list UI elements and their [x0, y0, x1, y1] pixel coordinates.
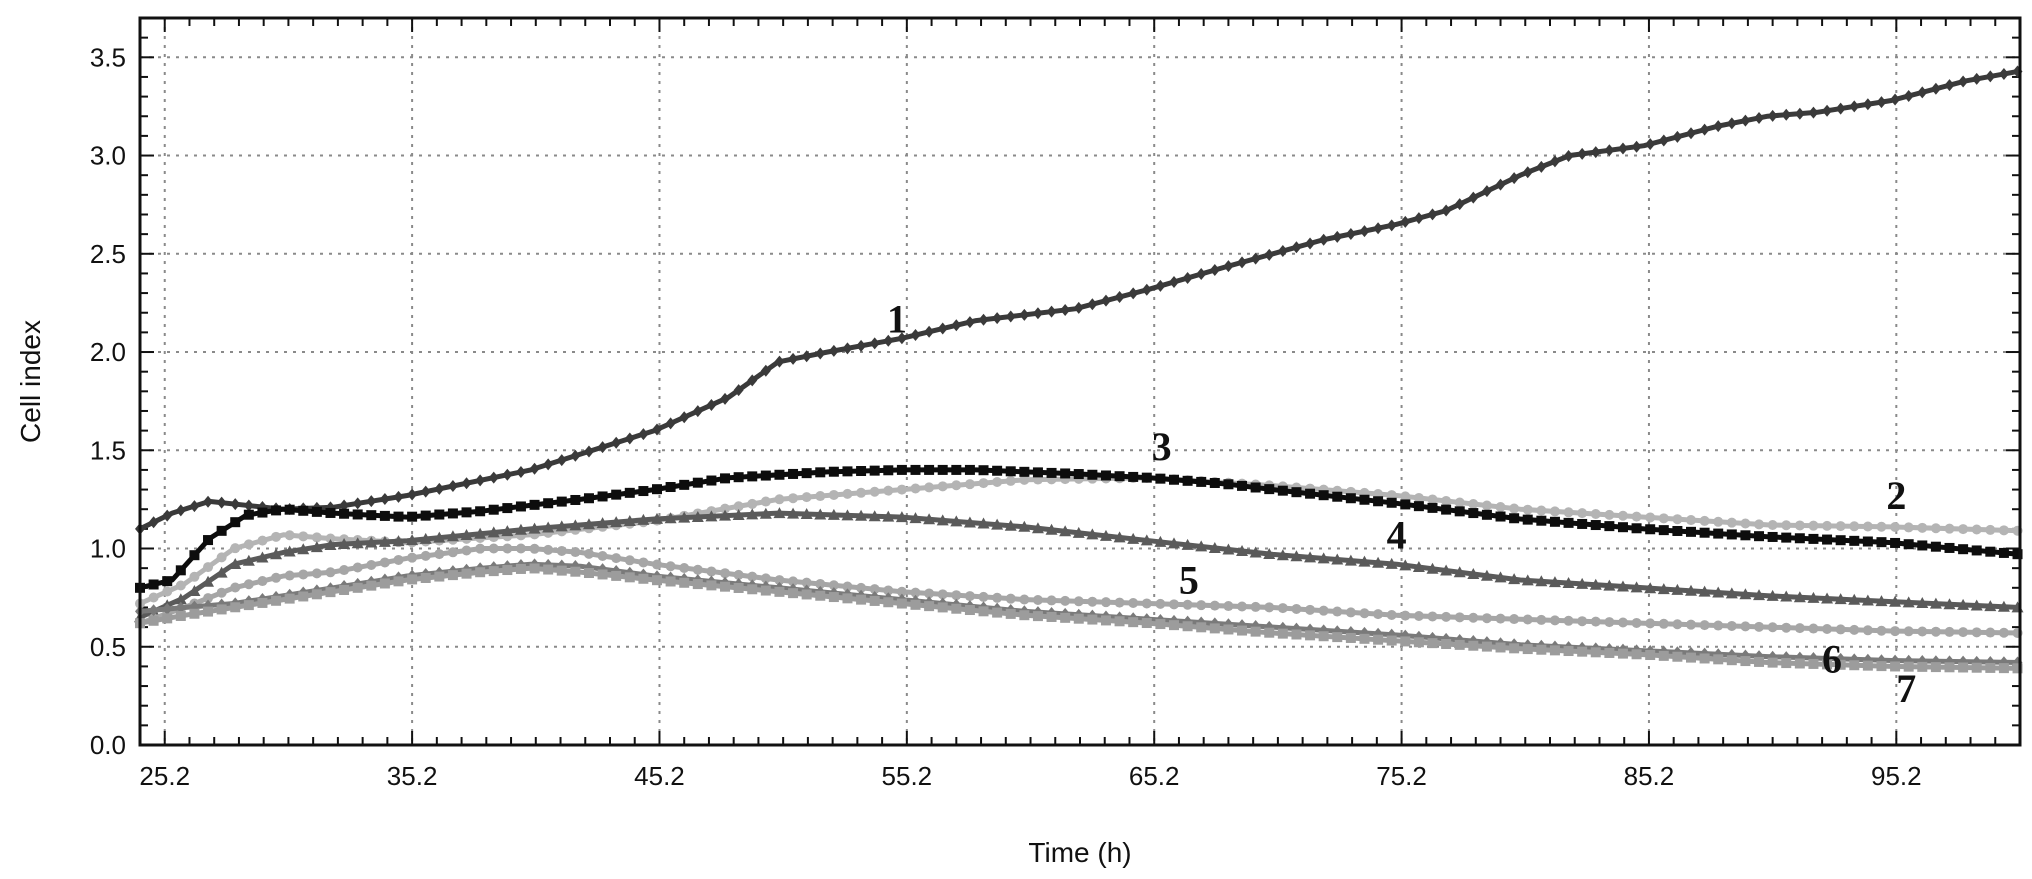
series-1-line	[138, 68, 2021, 532]
series-7	[135, 563, 2023, 674]
series-7-markers	[135, 563, 2023, 674]
series-5-markers	[135, 543, 2023, 638]
x-tick-labels: 25.2 35.2 45.2 55.2 65.2 75.2 85.2 95.2	[139, 761, 1921, 791]
series-3-label: 3	[1152, 424, 1172, 469]
series-4-label: 4	[1387, 513, 1407, 558]
x-axis-title: Time (h)	[1028, 837, 1131, 868]
series-3-markers	[135, 464, 2023, 593]
x-tick-label: 65.2	[1129, 761, 1180, 791]
y-tick-label: 3.5	[90, 42, 126, 72]
x-tick-label: 25.2	[139, 761, 190, 791]
y-axis-title: Cell index	[15, 320, 46, 443]
series-1-label: 1	[887, 296, 907, 341]
x-tick-label: 35.2	[387, 761, 438, 791]
x-tick-label: 85.2	[1624, 761, 1675, 791]
series-5	[135, 543, 2023, 638]
y-tick-label: 1.5	[90, 435, 126, 465]
y-tick-label: 2.5	[90, 239, 126, 269]
series-labels: 1 2 3 4 5 6 7	[887, 296, 1916, 710]
series-5-label: 5	[1179, 558, 1199, 603]
x-tick-label: 55.2	[882, 761, 933, 791]
y-tick-label: 3.0	[90, 141, 126, 171]
x-tick-label: 75.2	[1376, 761, 1427, 791]
x-tick-label: 45.2	[634, 761, 685, 791]
y-tick-label: 0.5	[90, 632, 126, 662]
y-tick-labels: 0.0 0.5 1.0 1.5 2.0 2.5 3.0 3.5	[90, 42, 126, 760]
series-2-label: 2	[1886, 473, 1906, 518]
series-7-label: 7	[1896, 666, 1916, 711]
plot-frame	[138, 16, 2022, 747]
series-4	[134, 507, 2024, 623]
y-tick-label: 1.0	[90, 534, 126, 564]
x-tick-label: 95.2	[1871, 761, 1922, 791]
series-4-markers	[134, 507, 2024, 623]
y-tick-label: 0.0	[90, 730, 126, 760]
y-tick-label: 2.0	[90, 337, 126, 367]
series-6-label: 6	[1822, 636, 1842, 681]
series-3	[135, 464, 2023, 593]
